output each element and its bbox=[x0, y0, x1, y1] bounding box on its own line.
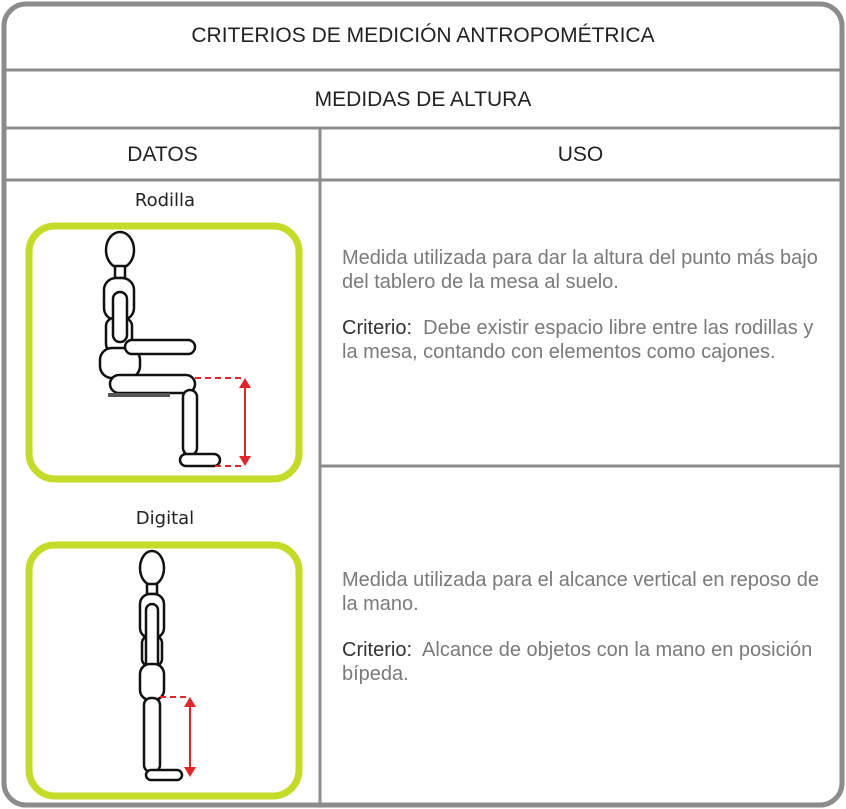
figure-frame bbox=[25, 222, 303, 483]
row-text: Medida utilizada para el alcance vertica… bbox=[342, 568, 822, 686]
criterion-label: Criterio: bbox=[342, 317, 413, 339]
column-header: DATOS bbox=[127, 143, 198, 166]
row-label: Rodilla bbox=[134, 190, 196, 211]
standing-figure bbox=[138, 549, 184, 782]
criterion: Debe existir espacio libre entre las rod… bbox=[342, 317, 814, 363]
criterion-block: Criterio: Alcance de objetos con la mano… bbox=[342, 638, 822, 686]
description: Medida utilizada para el alcance vertica… bbox=[342, 569, 819, 615]
description: Medida utilizada para dar la altura del … bbox=[342, 247, 818, 293]
criterion: Alcance de objetos con la mano en posici… bbox=[342, 639, 813, 685]
title: CRITERIOS DE MEDICIÓN ANTROPOMÉTRICA bbox=[191, 24, 655, 47]
seated-figure bbox=[98, 230, 222, 468]
subtitle: MEDIDAS DE ALTURA bbox=[314, 88, 532, 111]
criterion-block: Criterio: Debe existir espacio libre ent… bbox=[342, 316, 822, 364]
row-text: Medida utilizada para dar la altura del … bbox=[342, 246, 822, 364]
row-label: Digital bbox=[135, 508, 195, 529]
column-header: USO bbox=[557, 143, 604, 166]
criterion-label: Criterio: bbox=[342, 639, 413, 661]
figure-frame bbox=[25, 541, 303, 800]
